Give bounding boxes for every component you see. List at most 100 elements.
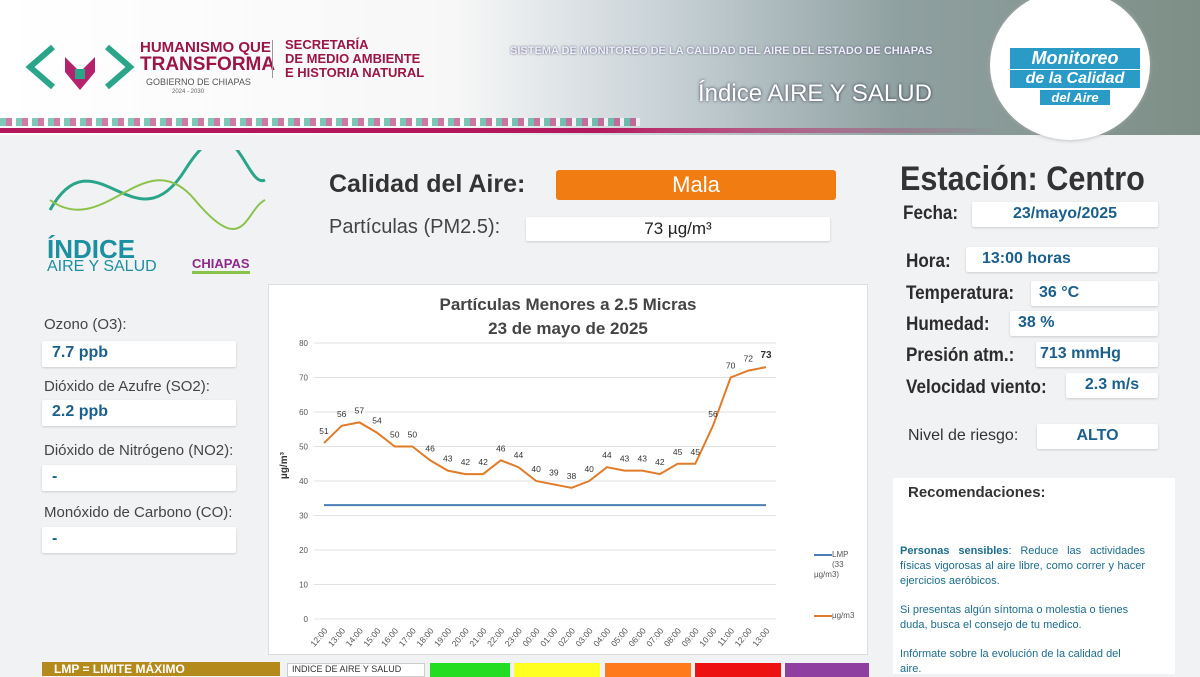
data-label: 40: [584, 464, 594, 474]
data-label: 38: [567, 471, 577, 481]
chart-title: Partículas Menores a 2.5 Micras: [439, 295, 697, 314]
viento-value: 2.3 m/s: [1066, 373, 1158, 398]
legend-pm-swatch: [814, 614, 832, 617]
chart-subtitle: 23 de mayo de 2025: [488, 319, 648, 338]
pm-value: 73 µg/m³: [526, 217, 830, 241]
data-label: 72: [744, 354, 754, 364]
chart-plot: 0102030405060708012:0013:0014:0015:0016:…: [299, 339, 776, 649]
temp-value: 36 °C: [1031, 281, 1158, 306]
gov-name: GOBIERNO DE CHIAPAS: [146, 77, 251, 87]
decorative-stripe: [0, 128, 1000, 133]
viento-label: Velocidad viento:: [906, 377, 1047, 398]
y-tick-label: 40: [299, 477, 308, 486]
station-title: Estación: Centro: [900, 160, 1145, 198]
quality-label: Calidad del Aire:: [329, 170, 526, 198]
pollutant-label: Ozono (O3):: [44, 316, 127, 333]
data-label: 73: [760, 350, 772, 361]
recommendation-symptoms: Si presentas algún síntoma o molestia o …: [900, 604, 1129, 631]
hum-value: 38 %: [1010, 311, 1158, 336]
fecha-value: 23/mayo/2025: [972, 202, 1158, 227]
series-line-pm25: [323, 366, 767, 489]
legend-pm-label: µg/m3: [832, 611, 855, 620]
data-label: 46: [425, 443, 435, 453]
x-tick-label: 20:00: [450, 626, 472, 649]
pollutant-value: 7.7 ppb: [42, 341, 236, 367]
scale-bad: [605, 663, 691, 677]
y-tick-label: 0: [304, 615, 309, 624]
system-title: SISTEMA DE MONITOREO DE LA CALIDAD DEL A…: [510, 45, 933, 57]
data-label: 44: [514, 450, 524, 460]
recommendation-info: Infórmate sobre la evolución de la calid…: [900, 648, 1121, 675]
y-tick-label: 30: [299, 512, 308, 521]
data-label: 42: [655, 457, 665, 467]
x-tick-label: 04:00: [591, 626, 613, 649]
secretaria-line3: E HISTORIA NATURAL: [285, 65, 425, 80]
y-tick-label: 50: [299, 443, 308, 452]
x-tick-label: 06:00: [626, 626, 648, 649]
x-tick-label: 12:00: [308, 626, 330, 649]
x-tick-label: 17:00: [397, 626, 419, 649]
recommendations-title: Recomendaciones:: [908, 484, 1046, 501]
x-tick-label: 05:00: [609, 626, 631, 649]
x-tick-label: 15:00: [361, 626, 383, 649]
legend-lmp-note: (33 µg/m3): [814, 560, 844, 579]
data-label: 42: [478, 457, 488, 467]
x-tick-label: 02:00: [556, 626, 578, 649]
x-tick-label: 14:00: [344, 626, 366, 649]
badge-line2: de la Calidad: [1010, 70, 1140, 88]
data-label: 56: [337, 409, 347, 419]
y-tick-label: 10: [299, 581, 308, 590]
data-label: 43: [443, 454, 453, 464]
scale-very-bad: [695, 663, 781, 677]
y-tick-label: 80: [299, 339, 308, 348]
recommendation-sensitive-label: Personas sensibles: [900, 545, 1009, 557]
data-label: 54: [372, 416, 382, 426]
hora-value: 13:00 horas: [966, 247, 1158, 272]
x-tick-label: 18:00: [414, 626, 436, 649]
y-tick-label: 20: [299, 546, 308, 555]
lmp-legend: LMP = LIMITE MÁXIMO: [42, 662, 280, 676]
x-tick-label: 07:00: [644, 626, 666, 649]
x-tick-label: 00:00: [520, 626, 542, 649]
decorative-pattern: [0, 118, 640, 126]
x-tick-label: 11:00: [715, 626, 736, 648]
pm-label: Partículas (PM2.5):: [329, 216, 501, 238]
pollutant-label: Dióxido de Azufre (SO2):: [44, 378, 210, 395]
x-tick-label: 16:00: [379, 626, 401, 649]
riesgo-value: ALTO: [1037, 424, 1158, 449]
pollutant-label: Monóxido de Carbono (CO):: [44, 504, 233, 521]
fecha-label: Fecha:: [903, 203, 959, 224]
hora-label: Hora:: [906, 251, 951, 272]
x-tick-label: 19:00: [432, 626, 454, 649]
legend-lmp: LMP (33 µg/m3): [814, 550, 867, 580]
recommendation-sensitive-text: : Reduce las actividades físicas vigoros…: [900, 545, 1145, 587]
pollutant-value: -: [42, 465, 236, 491]
quality-value: Mala: [556, 170, 836, 200]
brand-indice: ÍNDICE: [47, 234, 136, 264]
brand-aire-salud: AIRE Y SALUD: [47, 258, 157, 275]
badge-line1: Monitoreo: [1010, 48, 1140, 69]
data-label: 57: [355, 405, 365, 415]
data-label: 45: [673, 447, 683, 457]
data-label: 56: [708, 409, 718, 419]
data-label: 45: [691, 447, 701, 457]
scale-label: INDICE DE AIRE Y SALUD: [287, 663, 425, 677]
pollutant-value: -: [42, 527, 236, 553]
chiapas-logo-icon: [25, 44, 135, 90]
temp-label: Temperatura:: [906, 283, 1015, 304]
y-tick-label: 60: [299, 408, 308, 417]
y-tick-label: 70: [299, 374, 308, 383]
data-label: 46: [496, 443, 506, 453]
data-label: 39: [549, 467, 559, 477]
riesgo-label: Nivel de riesgo:: [908, 427, 1019, 444]
x-tick-label: 10:00: [697, 626, 719, 649]
pm25-chart: Partículas Menores a 2.5 Micras 23 de ma…: [268, 284, 868, 655]
data-label: 51: [319, 426, 329, 436]
data-label: 70: [726, 361, 736, 371]
legend-pm: µg/m3: [814, 611, 854, 620]
data-label: 50: [390, 430, 400, 440]
gov-slogan-line1: HUMANISMO QUE: [140, 39, 271, 56]
legend-lmp-swatch: [814, 553, 832, 556]
divider: [272, 40, 273, 78]
x-tick-label: 22:00: [485, 626, 507, 649]
